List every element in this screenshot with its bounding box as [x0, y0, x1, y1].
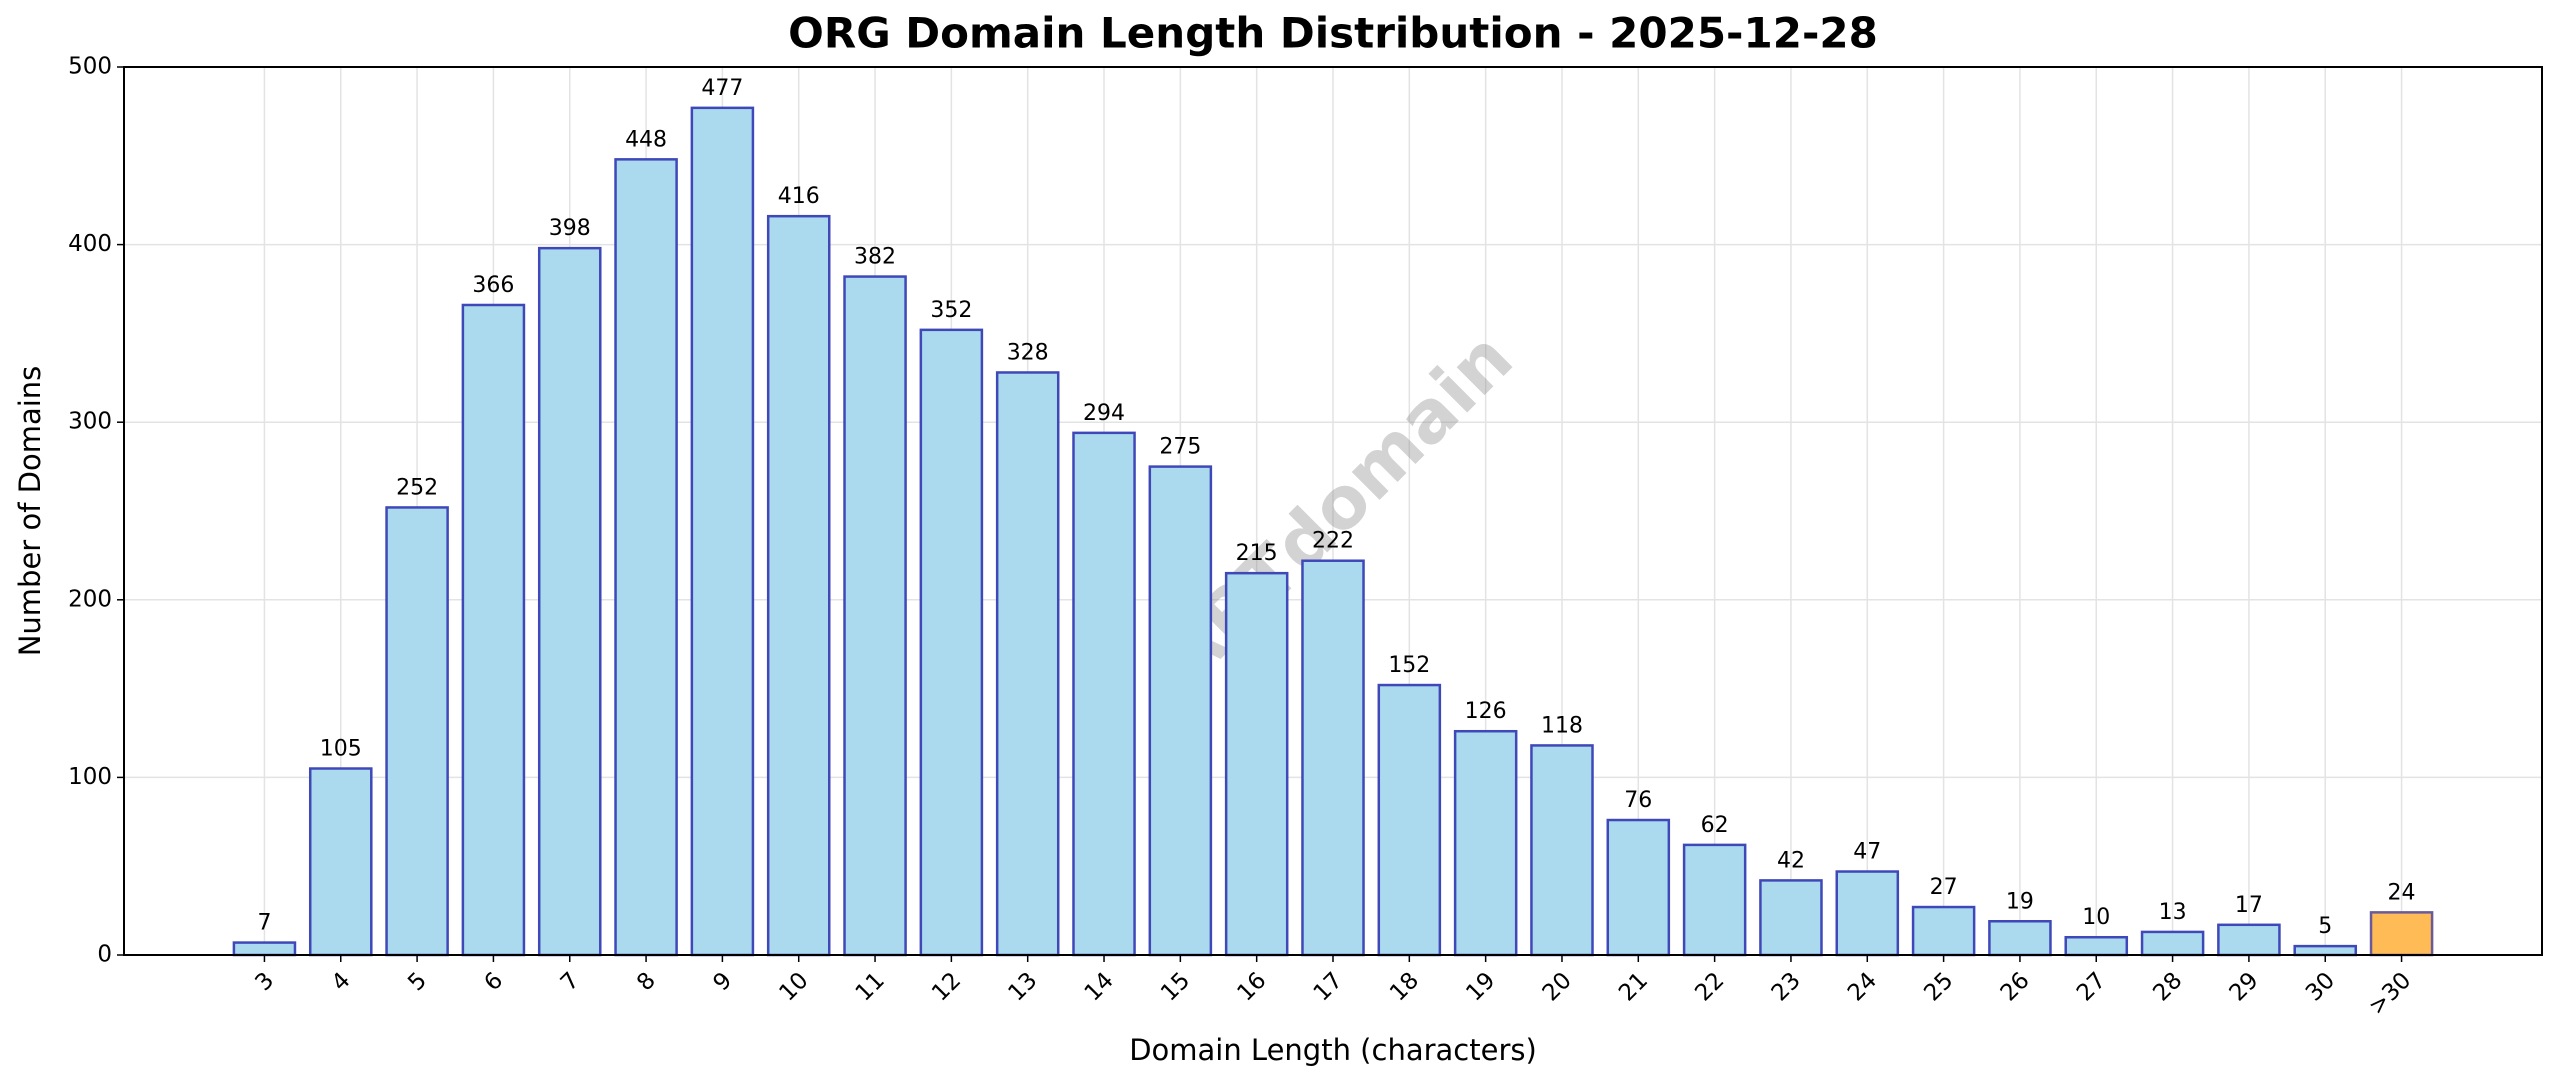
value-label: 17: [2235, 893, 2263, 918]
y-tick-label: 100: [68, 764, 112, 790]
y-tick-label: 0: [97, 942, 112, 968]
y-tick-label: 300: [68, 409, 112, 435]
value-label: 215: [1236, 541, 1278, 566]
y-tick-label: 400: [68, 231, 112, 257]
value-label: 352: [930, 298, 972, 323]
value-label: 118: [1541, 713, 1583, 738]
bar: [1835, 870, 1900, 957]
bar: [385, 506, 449, 957]
value-label: 152: [1388, 653, 1430, 678]
bar: [766, 214, 831, 957]
bar: [1911, 905, 1976, 957]
bar: [1988, 920, 2052, 957]
bar: [919, 328, 984, 957]
value-label: 24: [2388, 880, 2416, 905]
value-label: 19: [2006, 889, 2034, 914]
bar: [690, 106, 755, 957]
value-label: 477: [701, 76, 743, 101]
value-label: 252: [396, 475, 438, 500]
value-label: 294: [1083, 401, 1125, 426]
value-label: 366: [472, 273, 514, 298]
bar: [308, 767, 373, 957]
value-label: 398: [549, 216, 591, 241]
bar: [1224, 571, 1289, 957]
bar: [1682, 843, 1747, 957]
value-label: 7: [257, 911, 271, 936]
x-axis-label: Domain Length (characters): [1129, 1033, 1537, 1067]
bar: [1301, 559, 1365, 957]
value-label: 10: [2082, 905, 2110, 930]
value-label: 126: [1465, 699, 1507, 724]
bar: [2369, 911, 2434, 957]
value-label: 13: [2159, 900, 2187, 925]
value-label: 42: [1777, 848, 1805, 873]
bar: [1759, 879, 1823, 957]
chart-title: ORG Domain Length Distribution - 2025-12…: [788, 9, 1878, 58]
value-label: 382: [854, 245, 896, 270]
bar: [461, 303, 526, 957]
bar: [232, 941, 297, 957]
y-tick-label: 200: [68, 586, 112, 612]
bar: [1148, 465, 1213, 957]
bar: [1377, 683, 1442, 957]
value-label: 222: [1312, 529, 1354, 554]
value-label: 105: [320, 737, 362, 762]
bar: [995, 371, 1060, 957]
bar: [2064, 935, 2129, 957]
value-label: 275: [1159, 435, 1201, 460]
plot-frame: [123, 66, 2543, 956]
bar: [1453, 729, 1518, 957]
value-label: 328: [1007, 340, 1049, 365]
bar: [1530, 744, 1594, 957]
bar: [1072, 431, 1136, 957]
value-label: 62: [1701, 813, 1729, 838]
value-label: 448: [625, 127, 667, 152]
bar: [2217, 923, 2281, 957]
y-axis-label: Number of Domains: [13, 366, 47, 657]
y-tick-label: 500: [68, 54, 112, 80]
value-label: 76: [1624, 788, 1652, 813]
bar: [2293, 944, 2358, 957]
value-label: 27: [1930, 875, 1958, 900]
bar: [843, 275, 907, 957]
value-label: 416: [778, 184, 820, 209]
bar: [614, 158, 678, 957]
value-label: 5: [2318, 914, 2332, 939]
bar: [537, 246, 602, 957]
value-label: 47: [1853, 840, 1881, 865]
bar: [2140, 930, 2205, 957]
bar: [1606, 818, 1671, 957]
